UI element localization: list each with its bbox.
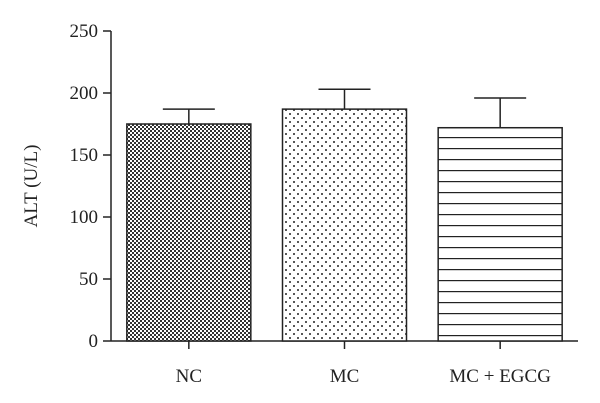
bars [126,108,563,342]
y-tick-label: 100 [70,207,99,228]
bar [126,123,252,342]
x-axis [111,340,578,349]
y-tick-label: 200 [70,83,99,104]
x-tick-label: MC [330,366,360,387]
y-tick-label: 150 [70,145,99,166]
bar [437,126,563,342]
x-tick-label: MC + EGCG [449,366,551,387]
y-tick-label: 250 [70,21,99,42]
bar [281,108,408,342]
y-axis-title: ALT (U/L) [21,145,42,228]
x-tick-labels: NC MC MC + EGCG [176,366,552,387]
y-axis: 0 50 100 150 200 250 [70,21,112,352]
x-tick-label: NC [176,366,202,387]
y-tick-label: 0 [89,331,99,352]
y-tick-label: 50 [79,269,98,290]
error-bars [162,88,527,128]
